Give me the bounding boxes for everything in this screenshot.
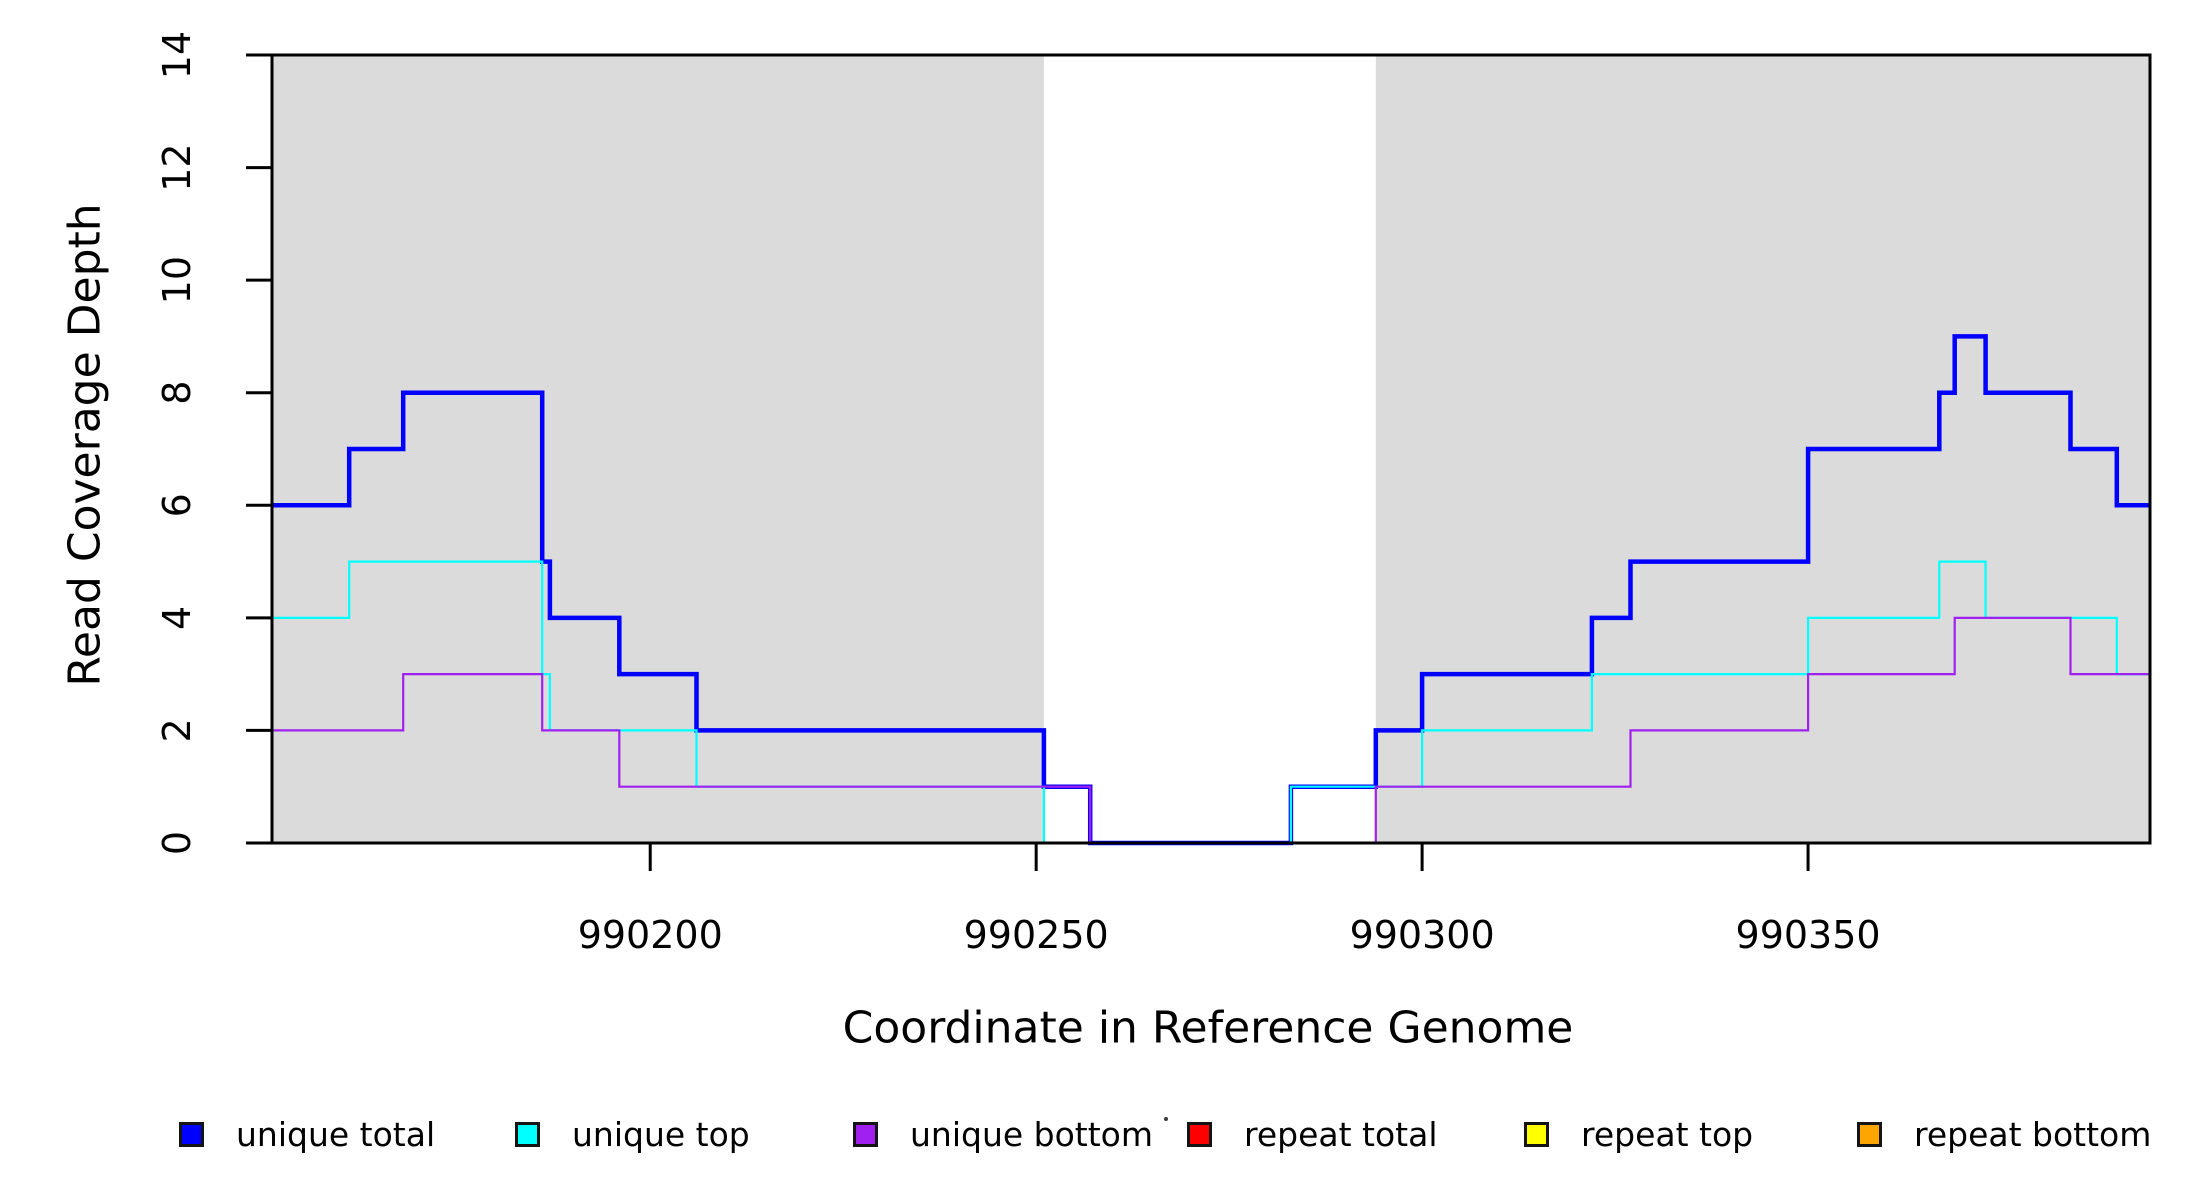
series-unique-top [272,560,2150,845]
legend-swatch-icon [1524,1121,1549,1147]
y-tick-label: 0 [155,831,199,855]
stray-dot-artifact [1164,1117,1168,1121]
legend-swatch-icon [1187,1121,1212,1147]
legend-swatch-icon [853,1121,878,1147]
legend-item-label: repeat total [1244,1114,1438,1154]
legend-item-label: unique bottom [910,1114,1154,1154]
legend-swatch-icon [515,1121,540,1147]
legend-item-label: unique top [572,1114,750,1154]
y-axis-title: Read Coverage Depth [59,203,111,687]
legend-item: unique top [515,1115,750,1154]
legend-item-label: repeat top [1581,1114,1754,1154]
y-tick-label: 14 [155,31,199,79]
series-unique-bottom [272,616,2150,845]
shaded-region [1375,55,2150,843]
legend-swatch-icon [179,1121,204,1147]
plot-border [270,53,2152,845]
y-tick-label: 6 [155,493,199,517]
y-tick-label: 8 [155,381,199,405]
series-unique-total [272,334,2150,846]
y-tick-label: 10 [155,256,199,304]
legend-item: repeat top [1524,1115,1753,1154]
legend-item: repeat total [1187,1115,1438,1154]
y-tick-label: 12 [155,143,199,191]
x-tick-label: 990300 [1350,913,1495,957]
legend-swatch-icon [1857,1121,1882,1147]
x-tick-label: 990200 [578,913,723,957]
x-tick-label: 990350 [1736,913,1881,957]
legend-item-label: repeat bottom [1914,1114,2152,1154]
y-tick-label: 2 [155,718,199,742]
y-tick-label: 4 [155,606,199,630]
x-axis-title: Coordinate in Reference Genome [842,1002,1574,1054]
legend-item: unique total [179,1115,435,1154]
legend-item: repeat bottom [1857,1115,2151,1154]
legend-item: unique bottom [853,1115,1153,1154]
legend-item-label: unique total [236,1114,436,1154]
x-tick-label: 990250 [964,913,1109,957]
